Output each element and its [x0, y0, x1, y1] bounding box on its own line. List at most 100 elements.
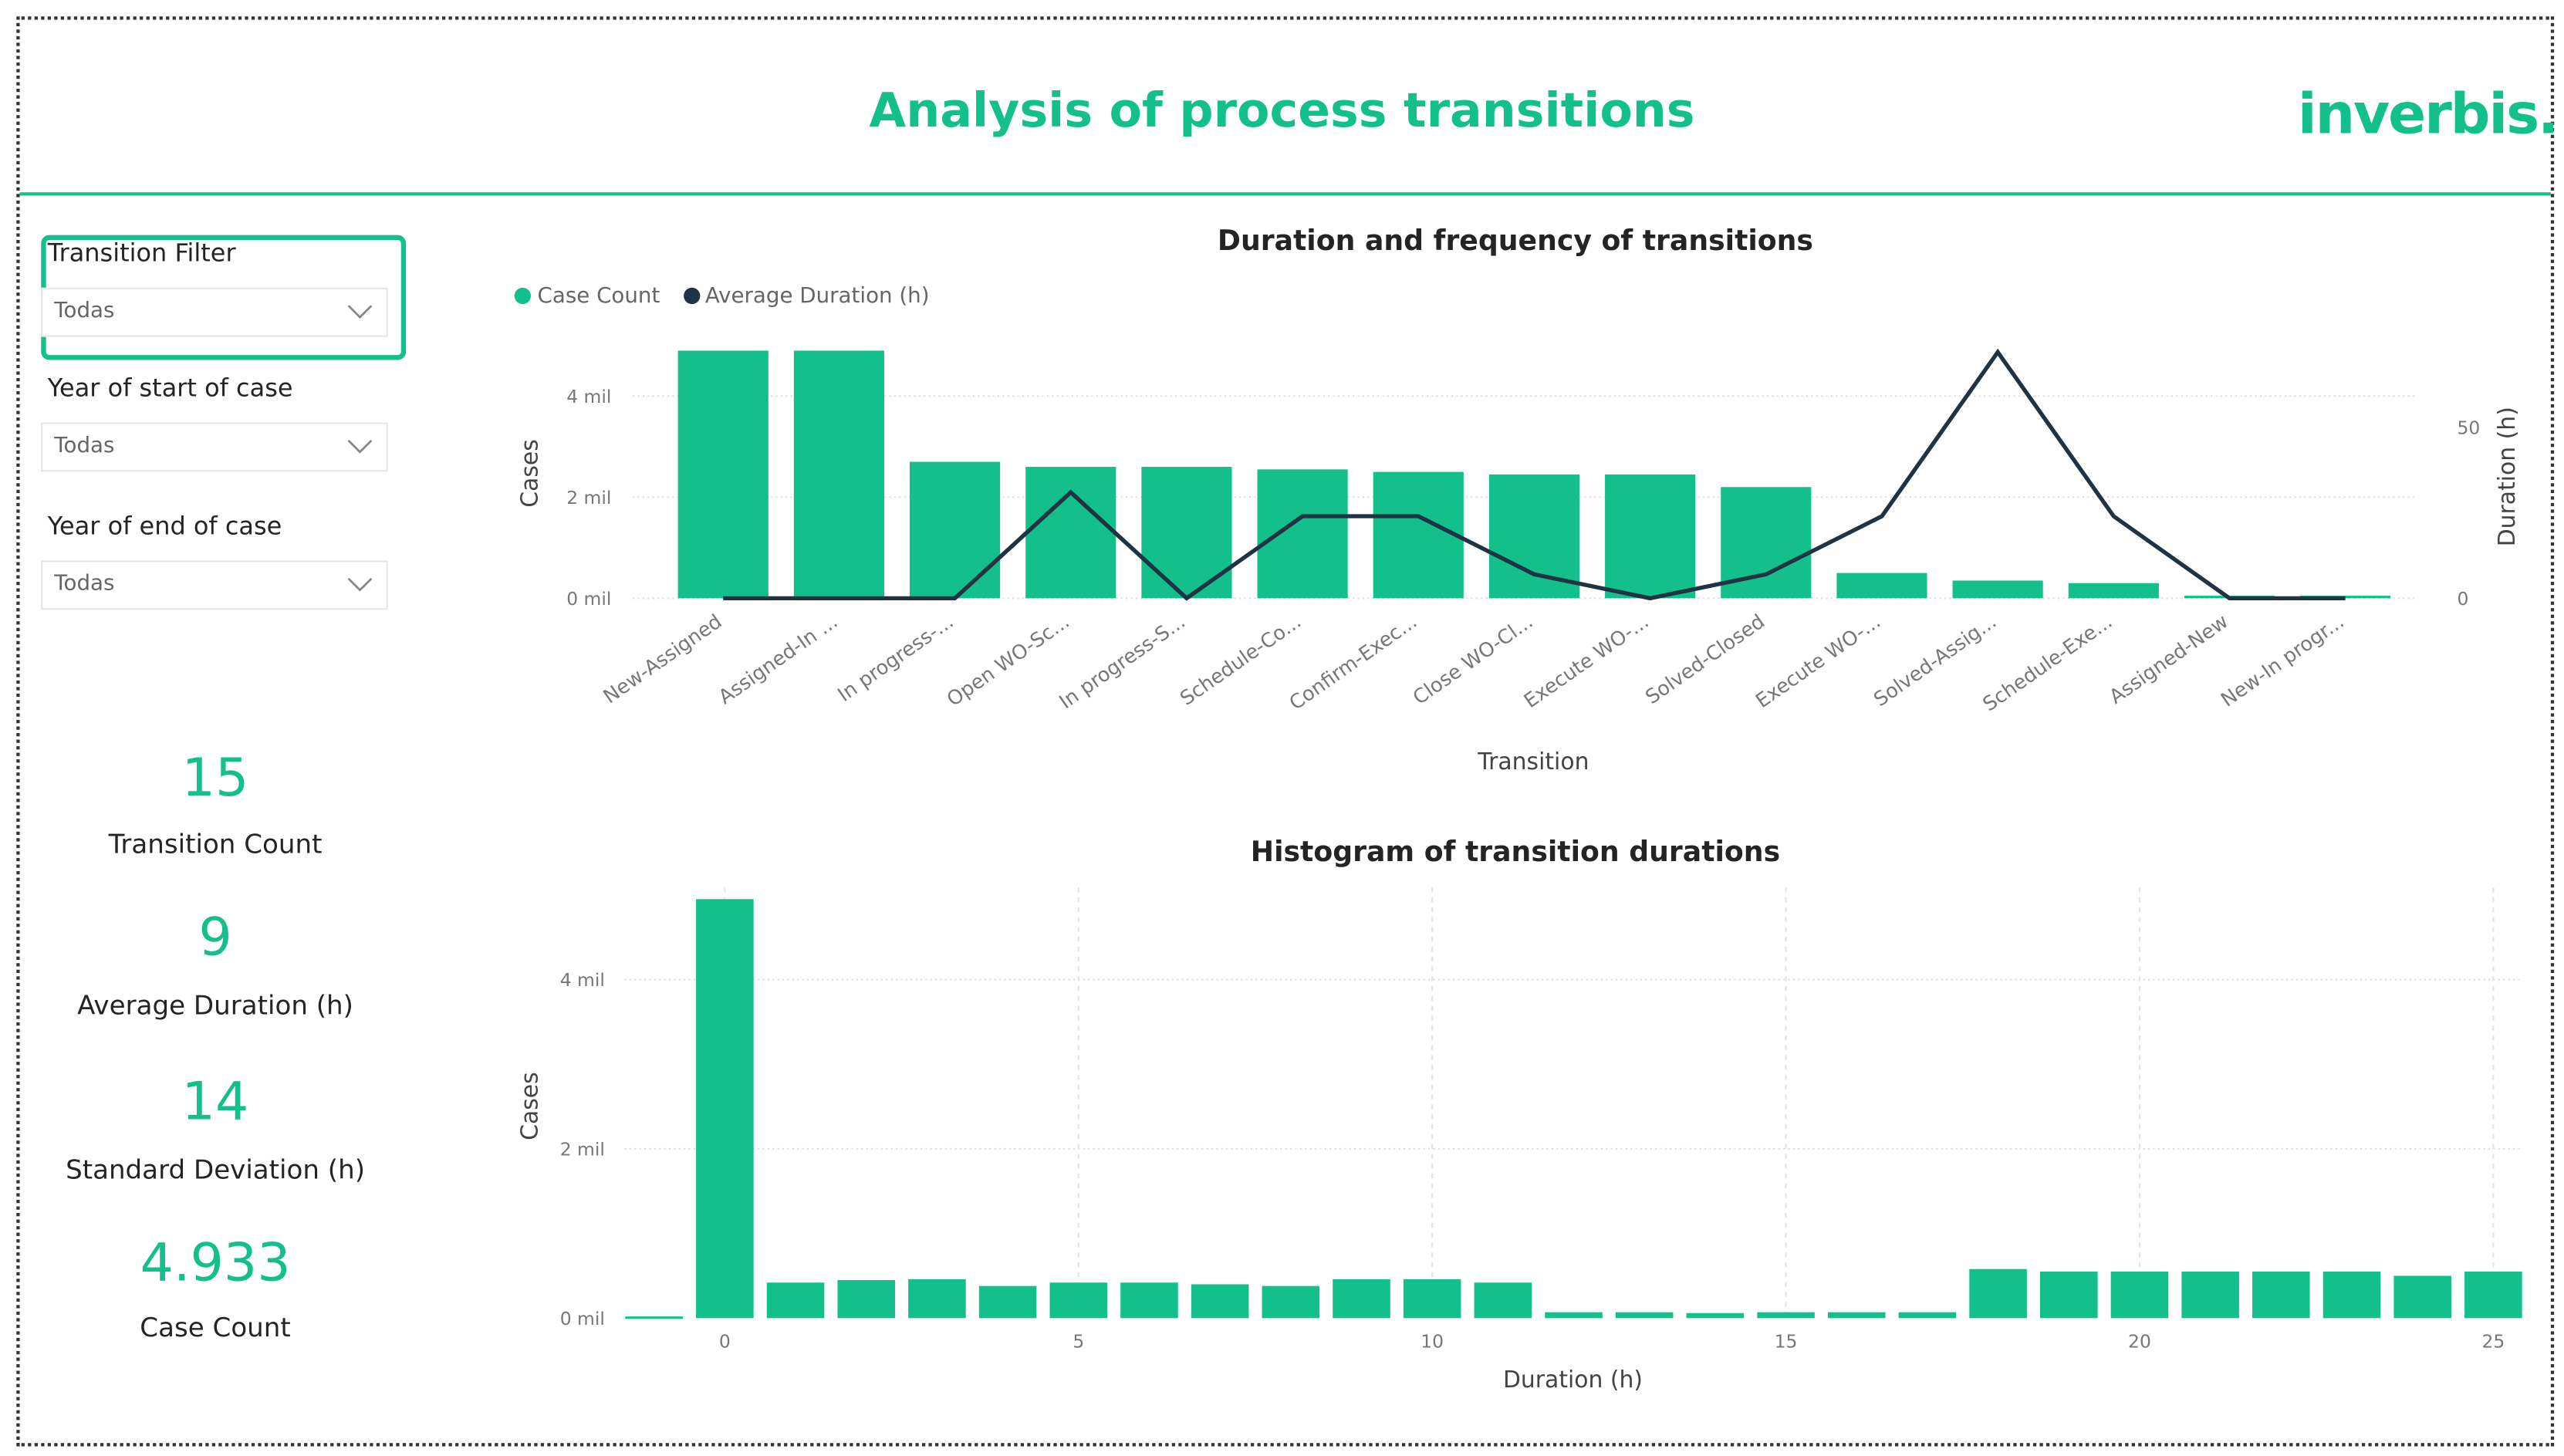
- std-deviation-value: 14: [181, 1069, 249, 1133]
- chart2-xtick: 10: [1421, 1331, 1444, 1353]
- transition-filter-value: Todas: [54, 299, 115, 324]
- report-frame: [16, 16, 2555, 1447]
- chart1-y2tick: 0: [2457, 588, 2468, 610]
- chart2-bar: [766, 1282, 825, 1319]
- chart2-ytick: 2 mil: [560, 1138, 605, 1160]
- chart1-xtick: New-In progr...: [2217, 610, 2349, 712]
- chart1-bar: [1141, 467, 1232, 599]
- case-count-value: 4.933: [140, 1231, 291, 1294]
- chart1-y2label: Duration (h): [2494, 407, 2521, 546]
- chart2-bar: [837, 1279, 896, 1319]
- chart1-xtick: Solved-Closed: [1641, 610, 1768, 709]
- average-duration-value: 9: [198, 905, 232, 968]
- chart2-bar: [1545, 1312, 1603, 1319]
- legend-avg-duration: Average Duration (h): [705, 282, 930, 308]
- std-deviation-label: Standard Deviation (h): [66, 1154, 366, 1185]
- chart1-bar: [1952, 580, 2043, 599]
- chart2-title: Histogram of transition durations: [1251, 835, 1780, 868]
- chart2-bar: [1615, 1312, 1674, 1319]
- chart1-xtick: Confirm-Exec...: [1285, 610, 1422, 715]
- chart1-xlabel: Transition: [1477, 748, 1589, 775]
- chart1-xtick: Assigned-New: [2105, 610, 2232, 709]
- chart2-ytick: 0 mil: [560, 1308, 605, 1329]
- chart2-xtick: 25: [2481, 1331, 2505, 1353]
- chart1-xtick: Open WO-Sc...: [943, 610, 1074, 711]
- chart1-bar: [793, 350, 884, 599]
- legend-case-count-marker: [514, 287, 532, 305]
- transition-count-label: Transition Count: [108, 828, 323, 860]
- chart2-bar: [1686, 1312, 1745, 1319]
- chart1-ytick: 0 mil: [566, 588, 611, 610]
- inverbis-logo: inverbis.: [2297, 82, 2559, 148]
- chart2-xlabel: Duration (h): [1503, 1366, 1643, 1394]
- chart2-bar: [1757, 1312, 1815, 1319]
- chart1-ylabel: Cases: [517, 439, 544, 507]
- year-end-label: Year of end of case: [47, 511, 282, 541]
- chart2-bar: [1191, 1284, 1249, 1319]
- chart1-ytick: 4 mil: [566, 386, 611, 407]
- chart2-bar: [625, 1316, 683, 1319]
- chart2-xtick: 20: [2128, 1331, 2151, 1353]
- case-count-label: Case Count: [140, 1311, 291, 1343]
- chart1-xtick: New-Assigned: [600, 610, 727, 709]
- chevron-down-icon: [347, 305, 373, 319]
- year-end-dropdown[interactable]: Todas: [41, 560, 388, 610]
- transition-filter-dropdown[interactable]: Todas: [41, 287, 388, 337]
- chart2-xtick: 0: [719, 1331, 731, 1353]
- chart1-bar: [910, 461, 1001, 599]
- chart2-bar: [2322, 1272, 2381, 1319]
- chart2-ytick: 4 mil: [560, 969, 605, 991]
- transition-filter-label: Transition Filter: [47, 238, 236, 269]
- chart1-bar: [1025, 467, 1116, 599]
- chart1-bar: [1257, 469, 1348, 599]
- chart1-bar: [677, 350, 769, 599]
- year-start-value: Todas: [54, 434, 115, 459]
- chart1-bar: [1605, 474, 1696, 599]
- chart1-xtick: Execute WO-...: [1520, 610, 1654, 714]
- chart1-bar: [1836, 573, 1927, 599]
- year-start-dropdown[interactable]: Todas: [41, 422, 388, 472]
- year-start-label: Year of start of case: [47, 373, 293, 403]
- header-divider: [19, 192, 2551, 196]
- chart2-bar: [1049, 1282, 1108, 1319]
- chart2-bar: [696, 899, 754, 1319]
- chart2-bar: [2393, 1275, 2451, 1319]
- chart1-bar: [1373, 471, 1464, 599]
- average-duration-label: Average Duration (h): [77, 989, 353, 1021]
- chevron-down-icon: [347, 439, 373, 454]
- legend-avg-duration-marker: [684, 287, 701, 305]
- chart2-ylabel: Cases: [517, 1072, 544, 1140]
- chart2-bar: [1333, 1279, 1390, 1319]
- chart2-bar: [978, 1285, 1037, 1319]
- chart1-xtick: In progress-S...: [1056, 610, 1190, 714]
- chart1-xtick: Close WO-Cl...: [1409, 610, 1538, 710]
- transition-count-value: 15: [181, 746, 249, 809]
- chart2-bar: [2040, 1272, 2098, 1319]
- chart2-xtick: 5: [1073, 1331, 1084, 1353]
- chart1-xtick: In progress-...: [833, 610, 958, 707]
- chart2-bar: [2110, 1272, 2169, 1319]
- chart2-bar: [2181, 1272, 2239, 1319]
- chart1-xtick: Assigned-In ...: [714, 610, 842, 709]
- chevron-down-icon: [347, 577, 373, 592]
- chart2-bar: [1403, 1279, 1461, 1319]
- chart2-bar: [1898, 1312, 1957, 1319]
- chart1-bar: [1488, 474, 1580, 599]
- chart1-duration-line: [723, 348, 2346, 601]
- chart2-bar: [1827, 1312, 1886, 1319]
- chart2-bar: [1474, 1282, 1532, 1319]
- chart2-bar: [1120, 1282, 1178, 1319]
- chart1-xtick: Execute WO-...: [1752, 610, 1885, 714]
- chart2-bar: [2464, 1272, 2522, 1319]
- chart2-bar: [1969, 1269, 2027, 1319]
- chart1-bar: [2300, 596, 2391, 599]
- chart1-xtick: Schedule-Exe...: [1979, 610, 2117, 717]
- chart1-bar: [2068, 583, 2159, 599]
- chart2-xtick: 15: [1775, 1331, 1798, 1353]
- year-end-value: Todas: [54, 572, 115, 597]
- chart2-bar: [908, 1279, 966, 1319]
- chart2-bar: [1262, 1285, 1320, 1319]
- page-title: Analysis of process transitions: [869, 82, 1695, 138]
